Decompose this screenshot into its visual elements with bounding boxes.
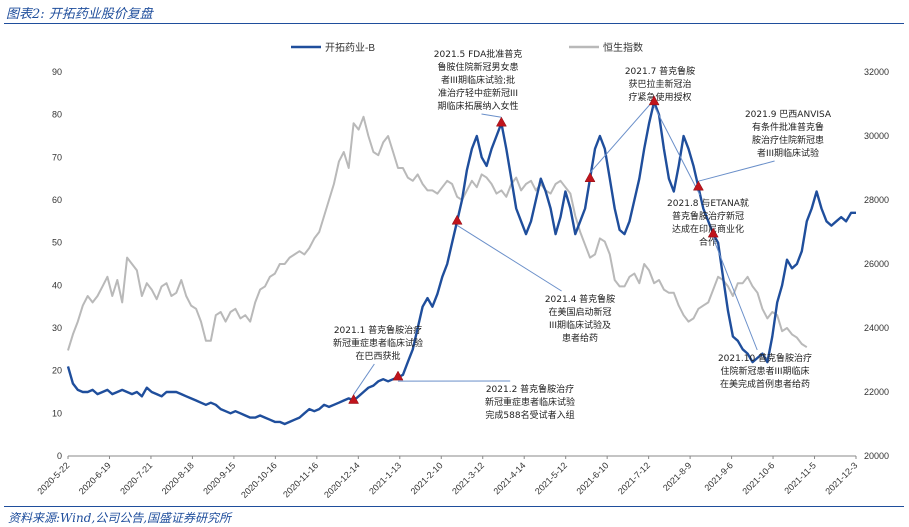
x-tick-label: 2021-6-10 bbox=[574, 460, 610, 496]
annotation-leader bbox=[481, 113, 502, 118]
event-marker bbox=[495, 116, 507, 127]
event-annotation: 2021.1 普克鲁胺治疗新冠重症患者临床试验在巴西获批 bbox=[333, 324, 423, 362]
x-tick-label: 2021-2-10 bbox=[409, 460, 445, 496]
x-tick-label: 2021-9-6 bbox=[702, 460, 735, 493]
y-right-tick-label: 28000 bbox=[864, 195, 889, 205]
y-right-tick-label: 20000 bbox=[864, 451, 889, 461]
event-annotation: 2021.8 与ETANA就普克鲁胺治疗新冠达成在印尼商业化合作 bbox=[667, 197, 749, 248]
annotation-layer: 2021.1 普克鲁胺治疗新冠重症患者临床试验在巴西获批 2021.2 普克鲁胺治… bbox=[333, 48, 832, 421]
y-right-tick-label: 22000 bbox=[864, 387, 889, 397]
y-left-tick-label: 70 bbox=[52, 152, 62, 162]
marker-layer bbox=[348, 95, 719, 404]
event-annotation: 2021.9 巴西ANVISA 有条件批准普克鲁胺治疗住院新冠患者III期临床试验 bbox=[745, 109, 832, 159]
event-annotation: 2021.4 普克鲁胺在美国启动新冠 III期临床试验及患者给药 bbox=[545, 293, 615, 344]
event-annotation: 2021.5 FDA批准普克鲁胺住院新冠男女患者III期临床试验;批准治疗轻中症… bbox=[434, 48, 522, 112]
y-left-tick-label: 0 bbox=[57, 451, 62, 461]
y-right-tick-label: 32000 bbox=[864, 67, 889, 77]
y-left-tick-label: 20 bbox=[52, 366, 62, 376]
event-marker bbox=[692, 180, 704, 191]
event-marker bbox=[707, 227, 719, 238]
x-tick-label: 2020-5-22 bbox=[35, 460, 71, 496]
y-right-tick-label: 26000 bbox=[864, 259, 889, 269]
chart-legend: 开拓药业-B 恒生指数 bbox=[291, 41, 643, 54]
annotation-leader bbox=[353, 363, 375, 395]
legend-label-kaituo: 开拓药业-B bbox=[325, 42, 375, 54]
series-line-kaituo bbox=[66, 100, 856, 426]
series-layer bbox=[66, 100, 856, 426]
figure-title: 图表2: 开拓药业股价复盘 bbox=[6, 7, 153, 22]
event-marker bbox=[584, 172, 596, 182]
event-marker bbox=[451, 214, 463, 225]
x-tick-label: 2021-3-12 bbox=[450, 460, 486, 496]
annotation-leader bbox=[698, 160, 775, 182]
y-right-tick-label: 30000 bbox=[864, 131, 889, 141]
x-tick-label: 2020-6-19 bbox=[77, 460, 113, 496]
legend-label-hsi: 恒生指数 bbox=[603, 41, 643, 54]
series-line-hsi bbox=[67, 115, 808, 351]
x-tick-label: 2020-12-14 bbox=[322, 460, 362, 500]
event-marker bbox=[392, 370, 404, 381]
figure-source: 资料来源:Wind,公司公告,国盛证券研究所 bbox=[8, 511, 232, 525]
x-tick-label: 2020-7-21 bbox=[118, 460, 154, 496]
x-tick-label: 2021-11-5 bbox=[782, 460, 818, 496]
y-left-tick-label: 10 bbox=[52, 408, 62, 418]
event-annotation: 2021.2 普克鲁胺治疗新冠重症患者临床试验完成588名受试者入组 bbox=[485, 383, 575, 421]
x-tick-label: 2020-10-16 bbox=[239, 460, 279, 500]
event-annotation: 2021.7 普克鲁胺获巴拉圭新冠治疗紧急使用授权 bbox=[625, 65, 695, 103]
annotation-leader bbox=[456, 224, 562, 292]
y-left-tick-label: 90 bbox=[52, 67, 62, 77]
event-annotation: 2021.10 普克鲁胺治疗住院新冠患者III期临床在美完成首例患者给药 bbox=[718, 352, 812, 390]
x-tick-label: 2021-12-3 bbox=[823, 460, 859, 496]
event-marker bbox=[648, 95, 660, 106]
x-tick-label: 2021-1-13 bbox=[367, 460, 403, 496]
y-left-tick-label: 60 bbox=[52, 195, 62, 205]
y-left-tick-label: 40 bbox=[52, 280, 62, 290]
x-tick-label: 2021-7-12 bbox=[616, 460, 652, 496]
x-tick-label: 2020-11-16 bbox=[281, 460, 320, 499]
y-left-tick-label: 80 bbox=[52, 110, 62, 120]
stock-chart: 开拓药业-B 恒生指数 0 10 20 30 40 50 60 70 80 90 20000 2200… bbox=[35, 41, 889, 500]
y-right-tick-label: 24000 bbox=[864, 323, 889, 333]
annotation-leader bbox=[653, 105, 701, 196]
title-rule bbox=[4, 23, 904, 24]
y-left-tick-label: 50 bbox=[52, 238, 62, 248]
y-left-tick-label: 30 bbox=[52, 323, 62, 333]
x-tick-label: 2021-5-12 bbox=[533, 460, 569, 496]
source-rule bbox=[4, 506, 904, 507]
x-tick-label: 2020-9-15 bbox=[201, 460, 237, 496]
x-tick-label: 2021-10-6 bbox=[740, 460, 776, 496]
event-marker bbox=[348, 393, 360, 404]
x-tick-label: 2021-4-14 bbox=[492, 460, 528, 496]
annotation-leader bbox=[712, 237, 758, 351]
x-tick-label: 2020-8-18 bbox=[160, 460, 196, 496]
x-tick-label: 2021-8-9 bbox=[661, 460, 694, 493]
annotation-leader bbox=[589, 104, 650, 173]
